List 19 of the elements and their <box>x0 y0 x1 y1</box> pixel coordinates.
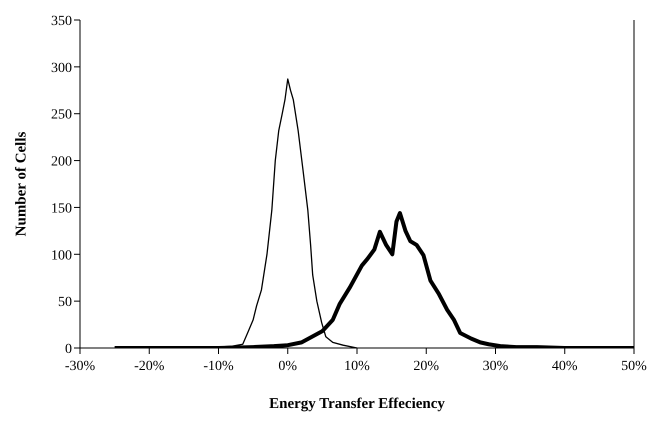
y-tick-label: 0 <box>65 342 72 357</box>
y-tick-label: 100 <box>51 248 72 264</box>
y-tick-label: 50 <box>58 295 72 310</box>
y-tick-label: 200 <box>51 154 72 170</box>
x-axis-title: Energy Transfer Effeciency <box>269 396 446 412</box>
y-tick-label: 350 <box>51 14 72 29</box>
x-tick-label: 30% <box>482 358 509 374</box>
x-tick-label: 10% <box>344 358 370 374</box>
x-tick-label: -30% <box>64 358 96 374</box>
y-tick-label: 300 <box>51 60 72 76</box>
y-tick-label: 250 <box>51 108 72 123</box>
x-tick-label: -10% <box>203 358 234 374</box>
y-tick-label: 150 <box>51 201 72 216</box>
x-tick-label: 20% <box>413 358 440 374</box>
x-tick-label: 0% <box>278 358 298 374</box>
x-tick-label: 40% <box>552 358 578 374</box>
y-axis-title: Number of Cells <box>13 131 30 236</box>
x-tick-label: -20% <box>134 358 165 374</box>
x-tick-label: 50% <box>621 358 648 374</box>
